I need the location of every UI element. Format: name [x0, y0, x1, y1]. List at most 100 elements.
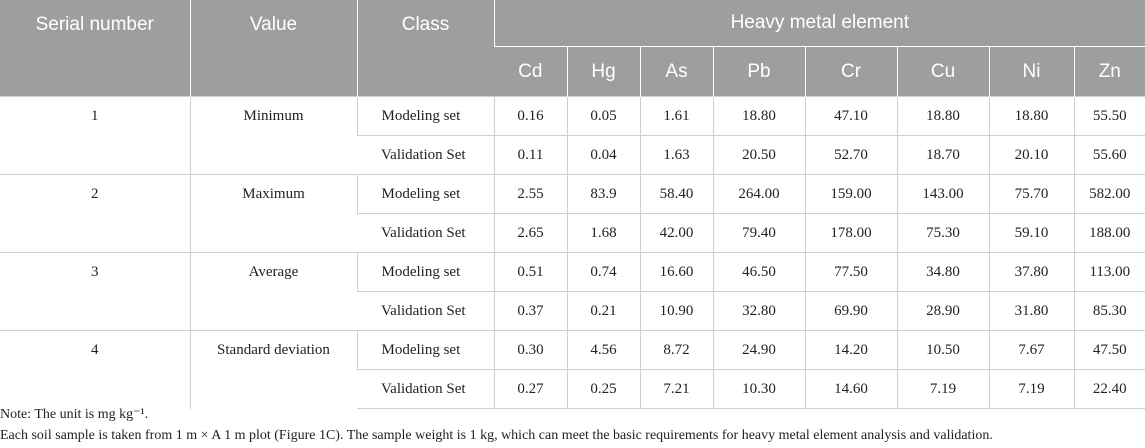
data-cell: 7.21	[639, 369, 713, 409]
data-cell: 10.30	[712, 369, 805, 409]
data-cell: 0.21	[566, 291, 640, 331]
data-cell: 2.65	[493, 213, 567, 253]
data-cell: 7.67	[988, 330, 1074, 370]
class-cell: Modeling set	[356, 252, 494, 292]
header-element-hg: Hg	[566, 46, 640, 97]
table-note-sampling: Each soil sample is taken from 1 m × A 1…	[0, 428, 993, 443]
data-cell: 0.74	[566, 252, 640, 292]
header-element-cu: Cu	[896, 46, 989, 97]
data-cell: 59.10	[988, 213, 1074, 253]
header-element-as: As	[639, 46, 713, 97]
data-cell: 22.40	[1073, 369, 1145, 409]
data-cell: 32.80	[712, 291, 805, 331]
data-cell: 10.90	[639, 291, 713, 331]
data-cell: 58.40	[639, 174, 713, 214]
data-cell: 7.19	[896, 369, 989, 409]
header-element-cr: Cr	[804, 46, 897, 97]
serial-number-cell: 3	[0, 252, 190, 331]
serial-number-cell: 1	[0, 96, 190, 175]
data-cell: 52.70	[804, 135, 897, 175]
table-row: Validation Set 2.65 1.68 42.00 79.40 178…	[0, 213, 1145, 253]
table-row: 4 Standard deviation Modeling set 0.30 4…	[0, 330, 1145, 409]
header-element-zn: Zn	[1073, 46, 1145, 97]
data-cell: 46.50	[712, 252, 805, 292]
data-cell: 28.90	[896, 291, 989, 331]
data-cell: 42.00	[639, 213, 713, 253]
class-cell: Modeling set	[356, 330, 494, 370]
table-row: Validation Set 0.11 0.04 1.63 20.50 52.7…	[0, 135, 1145, 175]
table-row: Validation Set 0.37 0.21 10.90 32.80 69.…	[0, 291, 1145, 331]
data-cell: 14.20	[804, 330, 897, 370]
data-cell: 2.55	[493, 174, 567, 214]
data-cell: 1.63	[639, 135, 713, 175]
data-cell: 0.11	[493, 135, 567, 175]
data-cell: 31.80	[988, 291, 1074, 331]
header-heavy-metal-element: Heavy metal element	[493, 0, 1145, 47]
data-cell: 113.00	[1073, 252, 1145, 292]
data-cell: 0.05	[566, 96, 640, 136]
data-cell: 264.00	[712, 174, 805, 214]
data-cell: 1.61	[639, 96, 713, 136]
heavy-metal-table: Serial number Value Class Heavy metal el…	[0, 0, 1145, 409]
data-cell: 83.9	[566, 174, 640, 214]
data-cell: 79.40	[712, 213, 805, 253]
table-row: 2 Maximum Modeling set 2.55 83.9 58.40 2…	[0, 174, 1145, 253]
data-cell: 20.50	[712, 135, 805, 175]
data-cell: 582.00	[1073, 174, 1145, 214]
header-element-pb: Pb	[712, 46, 805, 97]
header-element-cd: Cd	[494, 46, 567, 97]
value-cell: Maximum	[189, 174, 357, 253]
data-cell: 47.50	[1073, 330, 1145, 370]
class-cell: Modeling set	[356, 174, 494, 214]
data-cell: 75.30	[896, 213, 989, 253]
data-cell: 0.27	[493, 369, 567, 409]
table-row: 1 Minimum Modeling set 0.16 0.05 1.61 18…	[0, 96, 1145, 175]
value-cell: Standard deviation	[189, 330, 357, 409]
class-cell: Validation Set	[357, 213, 494, 253]
data-cell: 75.70	[988, 174, 1074, 214]
table-note-unit: Note: The unit is mg kg⁻¹.	[0, 407, 149, 422]
data-cell: 0.16	[493, 96, 567, 136]
data-cell: 1.68	[566, 213, 640, 253]
data-cell: 16.60	[639, 252, 713, 292]
class-cell: Validation Set	[357, 369, 494, 409]
value-cell: Minimum	[189, 96, 357, 175]
data-cell: 178.00	[804, 213, 897, 253]
serial-number-cell: 4	[0, 330, 190, 409]
table-row: 3 Average Modeling set 0.51 0.74 16.60 4…	[0, 252, 1145, 331]
data-cell: 8.72	[639, 330, 713, 370]
data-cell: 0.51	[493, 252, 567, 292]
data-cell: 188.00	[1073, 213, 1145, 253]
data-cell: 34.80	[896, 252, 989, 292]
data-cell: 14.60	[804, 369, 897, 409]
data-cell: 0.04	[566, 135, 640, 175]
data-cell: 0.30	[493, 330, 567, 370]
data-cell: 143.00	[896, 174, 989, 214]
data-cell: 37.80	[988, 252, 1074, 292]
class-cell: Validation Set	[357, 135, 494, 175]
data-cell: 0.25	[566, 369, 640, 409]
data-cell: 18.70	[896, 135, 989, 175]
header-element-ni: Ni	[988, 46, 1074, 97]
data-cell: 77.50	[804, 252, 897, 292]
header-serial-number: Serial number	[0, 0, 190, 97]
data-cell: 69.90	[804, 291, 897, 331]
data-cell: 18.80	[896, 96, 989, 136]
class-cell: Validation Set	[357, 291, 494, 331]
serial-number-cell: 2	[0, 174, 190, 253]
data-cell: 55.50	[1073, 96, 1145, 136]
data-cell: 55.60	[1073, 135, 1145, 175]
data-cell: 20.10	[988, 135, 1074, 175]
data-cell: 0.37	[493, 291, 567, 331]
data-cell: 24.90	[712, 330, 805, 370]
table-row: Validation Set 0.27 0.25 7.21 10.30 14.6…	[0, 369, 1145, 409]
value-cell: Average	[189, 252, 357, 331]
data-cell: 159.00	[804, 174, 897, 214]
data-cell: 7.19	[988, 369, 1074, 409]
data-cell: 47.10	[804, 96, 897, 136]
data-cell: 18.80	[712, 96, 805, 136]
data-cell: 18.80	[988, 96, 1074, 136]
class-cell: Modeling set	[356, 96, 494, 136]
data-cell: 4.56	[566, 330, 640, 370]
data-cell: 85.30	[1073, 291, 1145, 331]
